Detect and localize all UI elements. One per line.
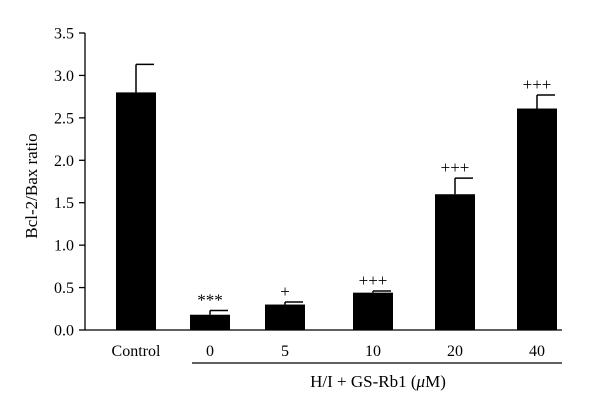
bar	[265, 304, 305, 330]
group-label-suffix: M)	[425, 372, 446, 391]
axes: 0.0 0.5 1.0 1.5 2.0 2.5 3.0 3.5	[54, 26, 562, 364]
y-tick-label: 0.5	[54, 280, 74, 297]
y-tick-label: 1.5	[54, 195, 74, 212]
y-tick-label: 2.5	[54, 110, 74, 127]
group-axis-title: H/I + GS-Rb1 (μM)	[310, 372, 446, 391]
group-label-mu: μ	[416, 372, 426, 391]
significance-label: +++	[359, 271, 388, 290]
bar	[435, 194, 475, 330]
category-label: 20	[447, 343, 463, 360]
category-label: 40	[529, 343, 545, 360]
y-axis-title: Bcl-2/Bax ratio	[22, 133, 41, 238]
bar	[353, 292, 393, 330]
bar	[116, 92, 156, 331]
significance-label: +	[280, 282, 290, 301]
y-tick-label: 3.5	[54, 26, 74, 43]
significance-label: ***	[197, 290, 223, 309]
bar	[517, 108, 557, 330]
y-tick-label: 3.0	[54, 68, 74, 85]
category-label: 10	[365, 343, 381, 360]
bars: Control 0 *** 5 +10 +++ 20 +++ 40 +++	[112, 63, 557, 360]
category-label: 0	[206, 343, 214, 360]
significance-label: +++	[441, 158, 470, 177]
y-tick-label: 2.0	[54, 153, 74, 170]
bar	[190, 314, 230, 330]
significance-label: +++	[523, 75, 552, 94]
category-label: Control	[112, 343, 161, 360]
category-label: 5	[281, 343, 289, 360]
y-tick-label: 1.0	[54, 238, 74, 255]
y-tick-label: 0.0	[54, 323, 74, 340]
group-label-prefix: H/I + GS-Rb1 (	[310, 372, 417, 391]
